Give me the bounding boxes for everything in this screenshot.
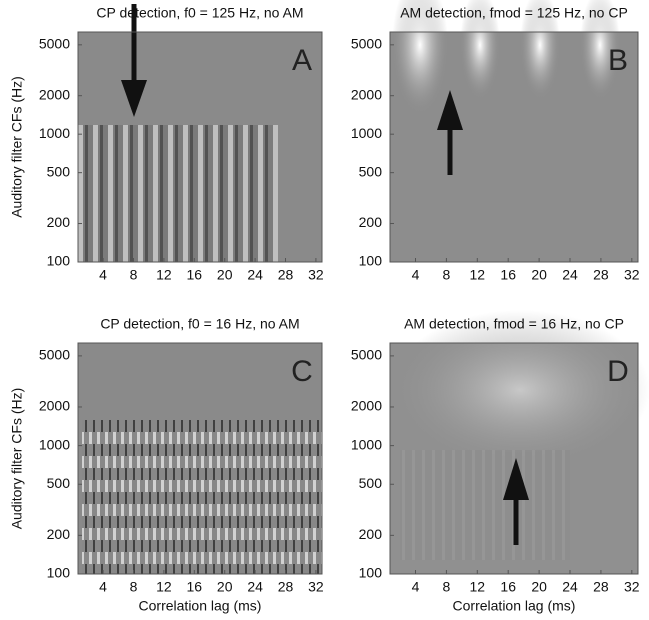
panel-letter: B	[608, 44, 628, 77]
plot-frame	[77, 342, 323, 575]
chart-title: CP detection, f0 = 125 Hz, no AM	[96, 5, 303, 21]
y-tick-label: 2000	[351, 86, 382, 102]
y-tick-label: 500	[47, 163, 71, 179]
x-tick-label: 20	[531, 579, 547, 595]
y-tick-label: 200	[47, 526, 71, 542]
y-tick-label: 1000	[39, 125, 70, 141]
x-tick-label: 32	[624, 579, 640, 595]
panel-letter: D	[607, 355, 629, 388]
y-tick-label: 5000	[39, 347, 70, 363]
y-tick-label: 100	[359, 253, 383, 269]
x-tick-label: 12	[470, 267, 486, 283]
y-tick-label: 2000	[39, 398, 70, 414]
x-tick-label: 24	[562, 579, 578, 595]
x-tick-label: 16	[187, 579, 203, 595]
panel-letter: A	[292, 44, 312, 77]
x-axis-label: Correlation lag (ms)	[139, 598, 262, 614]
x-tick-label: 16	[500, 267, 516, 283]
y-tick-label: 100	[47, 253, 71, 269]
arrows	[121, 4, 529, 545]
y-tick-label: 5000	[39, 36, 70, 52]
y-axis-label: Auditory filter CFs (Hz)	[9, 388, 25, 530]
x-tick-label: 4	[412, 579, 420, 595]
y-tick-label: 5000	[351, 347, 382, 363]
x-tick-label: 16	[500, 579, 516, 595]
x-tick-label: 8	[130, 579, 138, 595]
x-tick-label: 32	[308, 579, 324, 595]
x-tick-label: 8	[443, 267, 451, 283]
x-tick-label: 24	[247, 267, 263, 283]
x-tick-label: 12	[156, 579, 172, 595]
x-tick-label: 20	[217, 267, 233, 283]
y-tick-label: 500	[359, 475, 383, 491]
y-tick-label: 500	[47, 475, 71, 491]
y-tick-label: 1000	[351, 436, 382, 452]
x-tick-label: 12	[470, 579, 486, 595]
y-tick-label: 200	[359, 526, 383, 542]
x-tick-label: 32	[308, 267, 324, 283]
x-tick-label: 12	[156, 267, 172, 283]
x-tick-label: 32	[624, 267, 640, 283]
x-tick-label: 8	[130, 267, 138, 283]
x-tick-label: 24	[247, 579, 263, 595]
y-tick-label: 100	[47, 565, 71, 581]
plot-frame	[389, 31, 639, 263]
y-tick-label: 500	[359, 163, 383, 179]
x-tick-label: 20	[531, 267, 547, 283]
y-tick-label: 2000	[351, 398, 382, 414]
x-tick-label: 28	[593, 579, 609, 595]
y-axis-label: Auditory filter CFs (Hz)	[9, 76, 25, 218]
panel-textures	[78, 0, 649, 574]
y-tick-label: 200	[47, 214, 71, 230]
x-tick-label: 8	[443, 579, 451, 595]
x-tick-label: 28	[278, 267, 294, 283]
x-tick-label: 4	[99, 267, 107, 283]
plot-frame	[77, 31, 323, 263]
chart-title: CP detection, f0 = 16 Hz, no AM	[100, 316, 299, 332]
x-tick-label: 4	[412, 267, 420, 283]
x-tick-label: 24	[562, 267, 578, 283]
panel-letter: C	[291, 355, 313, 388]
y-tick-label: 200	[359, 214, 383, 230]
y-tick-label: 5000	[351, 36, 382, 52]
x-tick-label: 28	[593, 267, 609, 283]
chart-title: AM detection, fmod = 16 Hz, no CP	[404, 316, 624, 332]
chart-title: AM detection, fmod = 125 Hz, no CP	[400, 5, 628, 21]
x-axis-label: Correlation lag (ms)	[453, 598, 576, 614]
x-tick-label: 4	[99, 579, 107, 595]
y-tick-label: 2000	[39, 86, 70, 102]
x-tick-label: 20	[217, 579, 233, 595]
x-tick-label: 28	[278, 579, 294, 595]
plot-frame	[389, 342, 639, 575]
y-tick-label: 1000	[39, 436, 70, 452]
y-tick-label: 100	[359, 565, 383, 581]
x-tick-label: 16	[187, 267, 203, 283]
y-tick-label: 1000	[351, 125, 382, 141]
